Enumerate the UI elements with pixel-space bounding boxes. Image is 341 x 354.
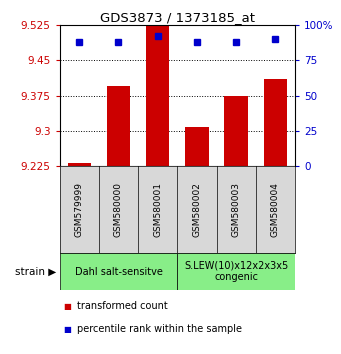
Text: strain ▶: strain ▶ [15,267,56,277]
Title: GDS3873 / 1373185_at: GDS3873 / 1373185_at [100,11,255,24]
Text: ■: ■ [63,302,71,311]
Text: Dahl salt-sensitve: Dahl salt-sensitve [75,267,162,277]
Text: GSM580003: GSM580003 [232,182,241,237]
Text: S.LEW(10)x12x2x3x5
congenic: S.LEW(10)x12x2x3x5 congenic [184,261,288,282]
Text: ■: ■ [63,325,71,334]
Text: GSM580000: GSM580000 [114,182,123,237]
Text: GSM579999: GSM579999 [75,182,84,237]
Bar [107,86,130,166]
Bar [68,163,91,166]
Text: GSM580001: GSM580001 [153,182,162,237]
Bar [177,253,295,290]
Text: GSM580004: GSM580004 [271,182,280,237]
Bar [146,25,169,166]
Text: transformed count: transformed count [77,301,167,311]
Bar [60,253,177,290]
Bar [185,127,209,166]
Bar [224,96,248,166]
Bar [264,79,287,166]
Text: GSM580002: GSM580002 [192,182,202,237]
Text: percentile rank within the sample: percentile rank within the sample [77,324,242,334]
